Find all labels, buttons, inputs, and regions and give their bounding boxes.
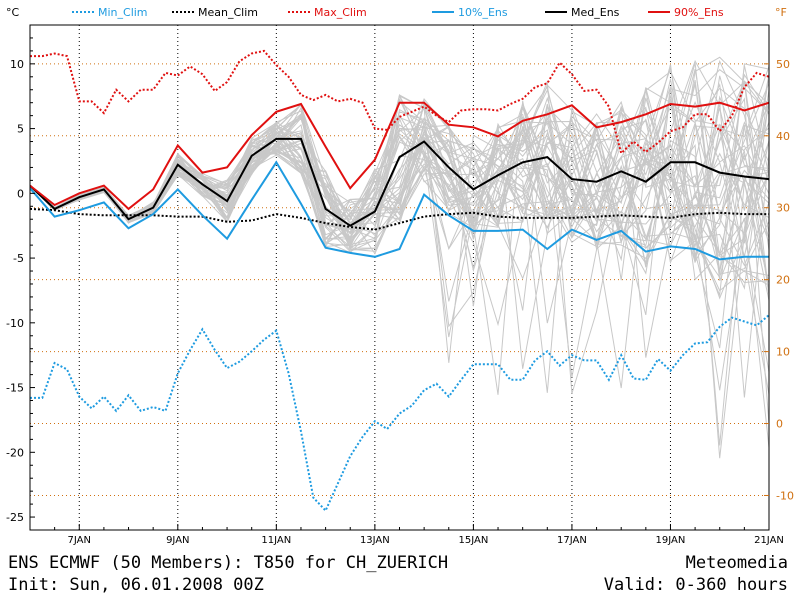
y2-tick-label: 30 [776, 202, 790, 215]
y-tick-label: 10 [10, 58, 24, 71]
ensemble-member-line [30, 132, 769, 300]
series-line-mean-clim [30, 207, 769, 231]
y-tick-label: -5 [13, 252, 24, 265]
footer-init-date: Init: Sun, 06.01.2008 00Z [8, 575, 264, 595]
legend-label: Min_Clim [98, 6, 148, 19]
footer-valid-range: Valid: 0-360 hours [603, 575, 788, 595]
ensemble-member-line [30, 68, 769, 267]
x-tick-label: 13JAN [360, 535, 390, 546]
series-line-med-ens [30, 137, 769, 227]
legend-label: 10%_Ens [458, 6, 508, 19]
series-line-min-clim [30, 314, 769, 513]
y2-tick-label: 40 [776, 130, 790, 143]
x-tick-label: 15JAN [458, 535, 488, 546]
ensemble-member-line [30, 81, 769, 394]
x-tick-label: 21JAN [754, 535, 784, 546]
ensemble-member-line [30, 111, 769, 324]
legend-label: 90%_Ens [674, 6, 724, 19]
legend-label: Mean_Clim [198, 6, 258, 19]
y-tick-label: -25 [6, 511, 24, 524]
y2-tick-label: 0 [776, 418, 783, 431]
x-tick-label: 19JAN [656, 535, 686, 546]
y2-tick-label: 20 [776, 274, 790, 287]
y-tick-label: -15 [6, 382, 24, 395]
legend-label: Max_Clim [314, 6, 367, 19]
y2-tick-label: -10 [776, 489, 794, 502]
footer-source: Meteomedia [685, 553, 788, 573]
series-line-90-ens [30, 101, 769, 211]
x-tick-label: 7JAN [68, 535, 91, 546]
y-tick-label: -10 [6, 317, 24, 330]
y-tick-label: 5 [17, 123, 24, 136]
x-tick-label: 9JAN [166, 535, 189, 546]
y2-tick-label: 50 [776, 58, 790, 71]
ensemble-member-line [30, 102, 769, 391]
x-tick-label: 11JAN [261, 535, 291, 546]
y-tick-label: -20 [6, 446, 24, 459]
series-line-10-ens [30, 160, 769, 261]
y-tick-label: 0 [17, 187, 24, 200]
legend-label: Med_Ens [571, 6, 620, 19]
x-tick-label: 17JAN [557, 535, 587, 546]
y-unit-label: °C [6, 6, 20, 19]
footer-title: ENS ECMWF (50 Members): T850 for CH_ZUER… [8, 553, 449, 573]
ensemble-member-line [30, 84, 769, 286]
ensemble-member-line [30, 56, 769, 393]
y2-tick-label: 10 [776, 346, 790, 359]
ensemble-member-line [30, 97, 769, 425]
y2-unit-label: °F [775, 6, 787, 19]
